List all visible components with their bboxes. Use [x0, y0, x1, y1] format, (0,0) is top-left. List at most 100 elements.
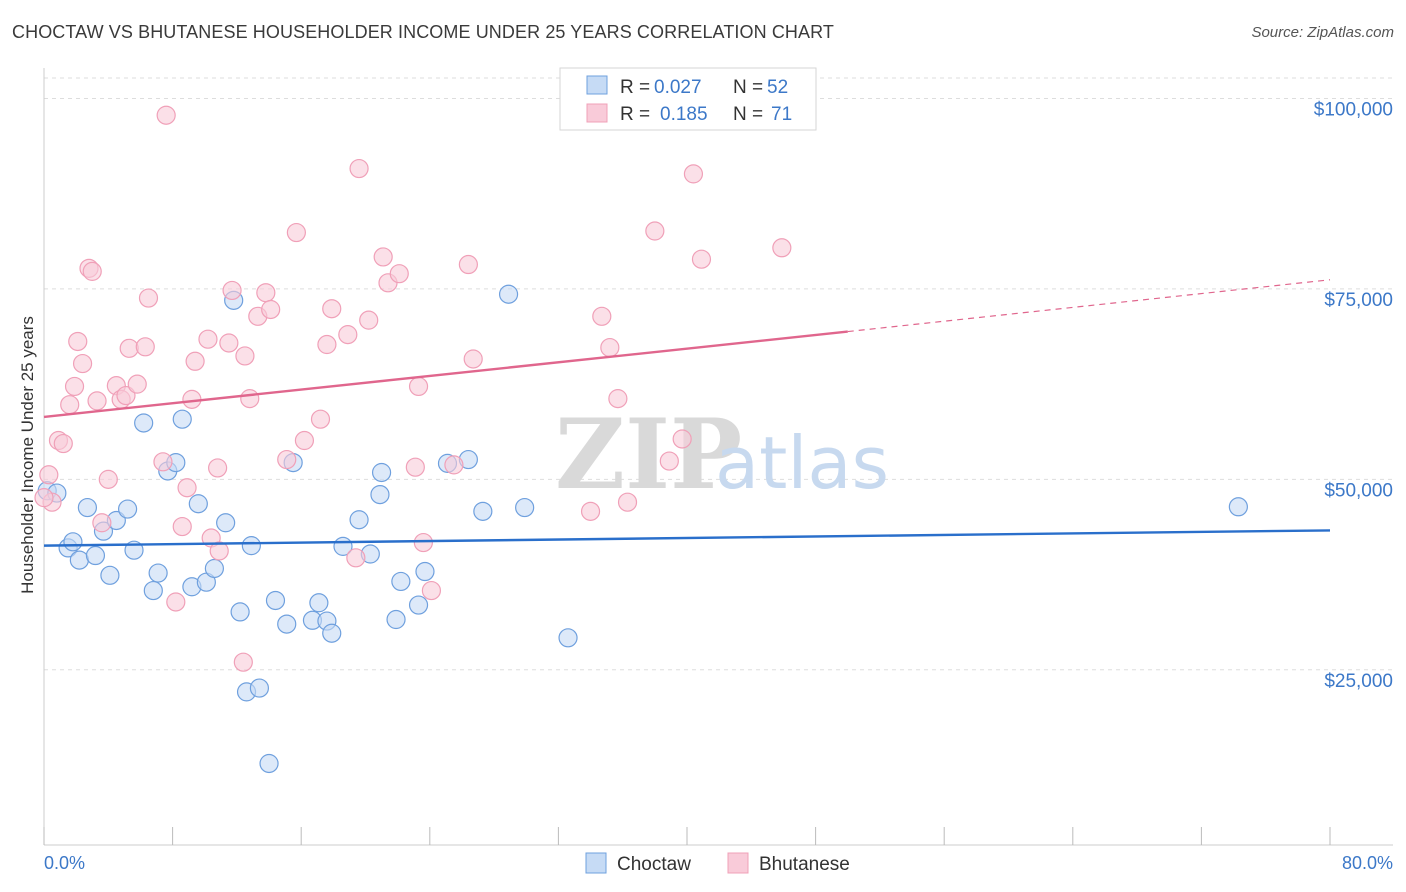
- choctaw-point: [473, 501, 493, 521]
- bhutanese-point: [219, 333, 239, 353]
- bhutanese-point: [617, 492, 638, 512]
- legend-swatch-choctaw: [586, 75, 608, 95]
- choctaw-point: [148, 563, 168, 583]
- bhutanese-point: [408, 376, 429, 397]
- bhutanese-point: [34, 488, 54, 508]
- bhutanese-point: [600, 337, 620, 358]
- legend-n-choctaw: 52: [767, 77, 788, 98]
- bhutanese-point: [373, 247, 393, 267]
- legend-r-label-choctaw: R =: [620, 77, 650, 98]
- legend-r-label-bhutanese: R =: [620, 104, 650, 125]
- legend-r-bhutanese: 0.185: [660, 104, 708, 125]
- bhutanese-point: [60, 395, 80, 415]
- bottom-legend-choctaw: Choctaw: [617, 854, 691, 875]
- grid-lines: [44, 77, 1393, 671]
- bhutanese-point: [659, 451, 679, 471]
- bhutanese-point: [68, 331, 88, 352]
- bhutanese-point: [72, 353, 93, 374]
- choctaw-point: [1228, 497, 1248, 517]
- choctaw-point: [69, 550, 89, 570]
- watermark-atlas: atlas: [715, 421, 889, 505]
- choctaw-point: [309, 593, 329, 613]
- bhutanese-point: [294, 430, 315, 451]
- bhutanese-point: [127, 374, 147, 394]
- choctaw-point: [134, 413, 154, 433]
- bhutanese-point: [64, 376, 85, 397]
- bhutanese-point: [240, 389, 260, 409]
- bhutanese-point: [691, 249, 712, 269]
- bhutanese-point: [256, 283, 276, 303]
- choctaw-point: [370, 484, 390, 505]
- choctaw-point: [265, 590, 286, 611]
- choctaw-point: [204, 558, 224, 579]
- bhutanese-point: [235, 346, 255, 366]
- choctaw-point: [100, 565, 120, 585]
- bottom-legend: Choctaw Bhutanese: [585, 852, 850, 875]
- bhutanese-point: [458, 254, 478, 275]
- choctaw-point: [259, 753, 279, 774]
- bhutanese-point: [172, 516, 192, 537]
- choctaw-point: [277, 614, 297, 634]
- bhutanese-point: [82, 261, 102, 281]
- legend-n-bhutanese: 71: [771, 104, 792, 125]
- choctaw-point: [386, 609, 406, 630]
- bottom-legend-bhutanese: Bhutanese: [759, 854, 850, 875]
- legend-n-label-bhutanese: N =: [733, 104, 763, 125]
- bhutanese-point: [98, 469, 118, 489]
- bhutanese-point: [683, 164, 704, 184]
- data-points: [34, 105, 1248, 774]
- bhutanese-point: [338, 325, 358, 345]
- source-label: Source: ZipAtlas.com: [1251, 24, 1394, 41]
- bhutanese-point: [138, 288, 159, 308]
- bhutanese-point: [92, 513, 112, 533]
- chart-title: CHOCTAW VS BHUTANESE HOUSEHOLDER INCOME …: [12, 22, 834, 42]
- legend-n-label-choctaw: N =: [733, 77, 763, 98]
- bhutanese-point: [277, 449, 297, 470]
- bhutanese-point: [119, 338, 139, 358]
- bhutanese-point: [645, 221, 665, 241]
- bhutanese-point: [359, 310, 379, 330]
- choctaw-point: [415, 561, 435, 582]
- y-tick-label: $75,000: [1324, 290, 1393, 311]
- choctaw-point: [172, 409, 192, 429]
- legend-swatch-bhutanese: [586, 103, 608, 123]
- bhutanese-point: [444, 455, 464, 475]
- axes: [43, 68, 1393, 846]
- bhutanese-point: [346, 548, 366, 568]
- bhutanese-point: [322, 299, 342, 319]
- bhutanese-point: [166, 592, 186, 612]
- choctaw-point: [515, 497, 535, 518]
- bhutanese-point: [580, 501, 601, 521]
- bhutanese-point: [222, 280, 242, 301]
- bhutanese-point: [208, 458, 228, 478]
- bhutanese-trend-extension: [847, 279, 1331, 333]
- bhutanese-point: [198, 329, 218, 349]
- bhutanese-point: [87, 391, 107, 411]
- bottom-legend-swatch-bhutanese: [727, 852, 749, 874]
- choctaw-point: [249, 678, 270, 698]
- bhutanese-point: [153, 452, 173, 472]
- choctaw-point: [391, 571, 411, 592]
- bhutanese-point: [405, 457, 425, 477]
- bhutanese-point: [389, 264, 409, 284]
- bhutanese-point: [463, 349, 483, 369]
- bhutanese-trend-line: [43, 330, 848, 419]
- choctaw-trend-line: [43, 529, 1331, 547]
- choctaw-point: [349, 510, 369, 530]
- bhutanese-point: [116, 385, 136, 406]
- choctaw-point: [230, 602, 250, 622]
- bhutanese-point: [185, 351, 205, 371]
- bhutanese-point: [286, 222, 306, 243]
- choctaw-point: [498, 284, 519, 304]
- legend-r-choctaw: 0.027: [654, 77, 702, 98]
- choctaw-point: [143, 580, 163, 601]
- trend-lines: [43, 279, 1331, 547]
- bhutanese-point: [177, 478, 197, 498]
- bhutanese-point: [233, 652, 253, 672]
- bhutanese-point: [39, 465, 59, 485]
- bhutanese-point: [672, 429, 692, 449]
- y-tick-label: $25,000: [1324, 671, 1393, 692]
- bhutanese-point: [608, 389, 628, 409]
- bhutanese-point: [53, 433, 73, 454]
